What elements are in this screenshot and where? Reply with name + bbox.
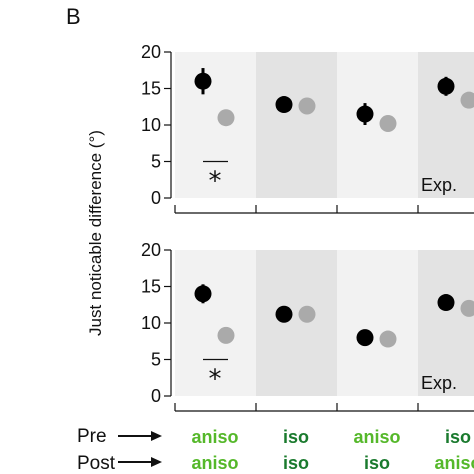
condition-band [418, 250, 474, 396]
post-point [298, 305, 316, 323]
bottom-panel: 0 5 10 15 20 * Exp. [141, 240, 474, 412]
pre-point [356, 105, 374, 123]
post-point [217, 109, 235, 127]
exp-annotation: Exp. [421, 175, 457, 195]
condition-label-pre: aniso [191, 427, 238, 447]
condition-band [256, 52, 338, 198]
row-label-pre: Pre [77, 426, 107, 447]
condition-label-pre: iso [445, 427, 471, 447]
panel-letter: B [66, 4, 81, 29]
y-tick-label: 5 [151, 350, 161, 370]
significance-star: * [209, 167, 222, 197]
post-point [298, 97, 316, 115]
y-tick-label: 20 [141, 42, 161, 62]
post-point [460, 299, 474, 317]
y-tick-label: 20 [141, 240, 161, 260]
condition-labels: aniso iso aniso iso aniso iso iso aniso [191, 427, 474, 473]
pre-point [356, 329, 374, 347]
condition-band [175, 250, 257, 396]
y-axis-label: Just noticable difference (°) [86, 130, 105, 336]
condition-band [337, 52, 419, 198]
y-tick-label: 10 [141, 115, 161, 135]
y-tick-label: 5 [151, 152, 161, 172]
row-arrow-head [151, 431, 162, 441]
y-tick-label: 15 [141, 277, 161, 297]
y-tick-label: 0 [151, 386, 161, 406]
pre-point [437, 77, 455, 95]
condition-label-pre: iso [283, 427, 309, 447]
condition-label-post: aniso [191, 453, 238, 473]
post-point [460, 91, 474, 109]
post-point [379, 330, 397, 348]
pre-point [275, 96, 293, 114]
condition-label-post: iso [283, 453, 309, 473]
condition-label-post: iso [364, 453, 390, 473]
y-tick-label: 15 [141, 79, 161, 99]
post-point [217, 326, 235, 344]
top-panel: 0 5 10 15 20 * Exp. [141, 42, 474, 214]
exp-annotation: Exp. [421, 373, 457, 393]
row-arrow-head [151, 457, 162, 467]
condition-label-pre: aniso [353, 427, 400, 447]
condition-band [256, 250, 338, 396]
post-point [379, 115, 397, 133]
row-label-post: Post [77, 453, 116, 474]
pre-point [194, 285, 212, 303]
condition-band [418, 52, 474, 198]
pre-point [437, 294, 455, 312]
condition-band [175, 52, 257, 198]
condition-band [337, 250, 419, 396]
condition-label-post: aniso [434, 453, 474, 473]
pre-point [194, 72, 212, 90]
y-tick-label: 10 [141, 313, 161, 333]
row-arrows [118, 431, 162, 467]
significance-star: * [209, 365, 222, 395]
y-tick-label: 0 [151, 188, 161, 208]
pre-point [275, 305, 293, 323]
